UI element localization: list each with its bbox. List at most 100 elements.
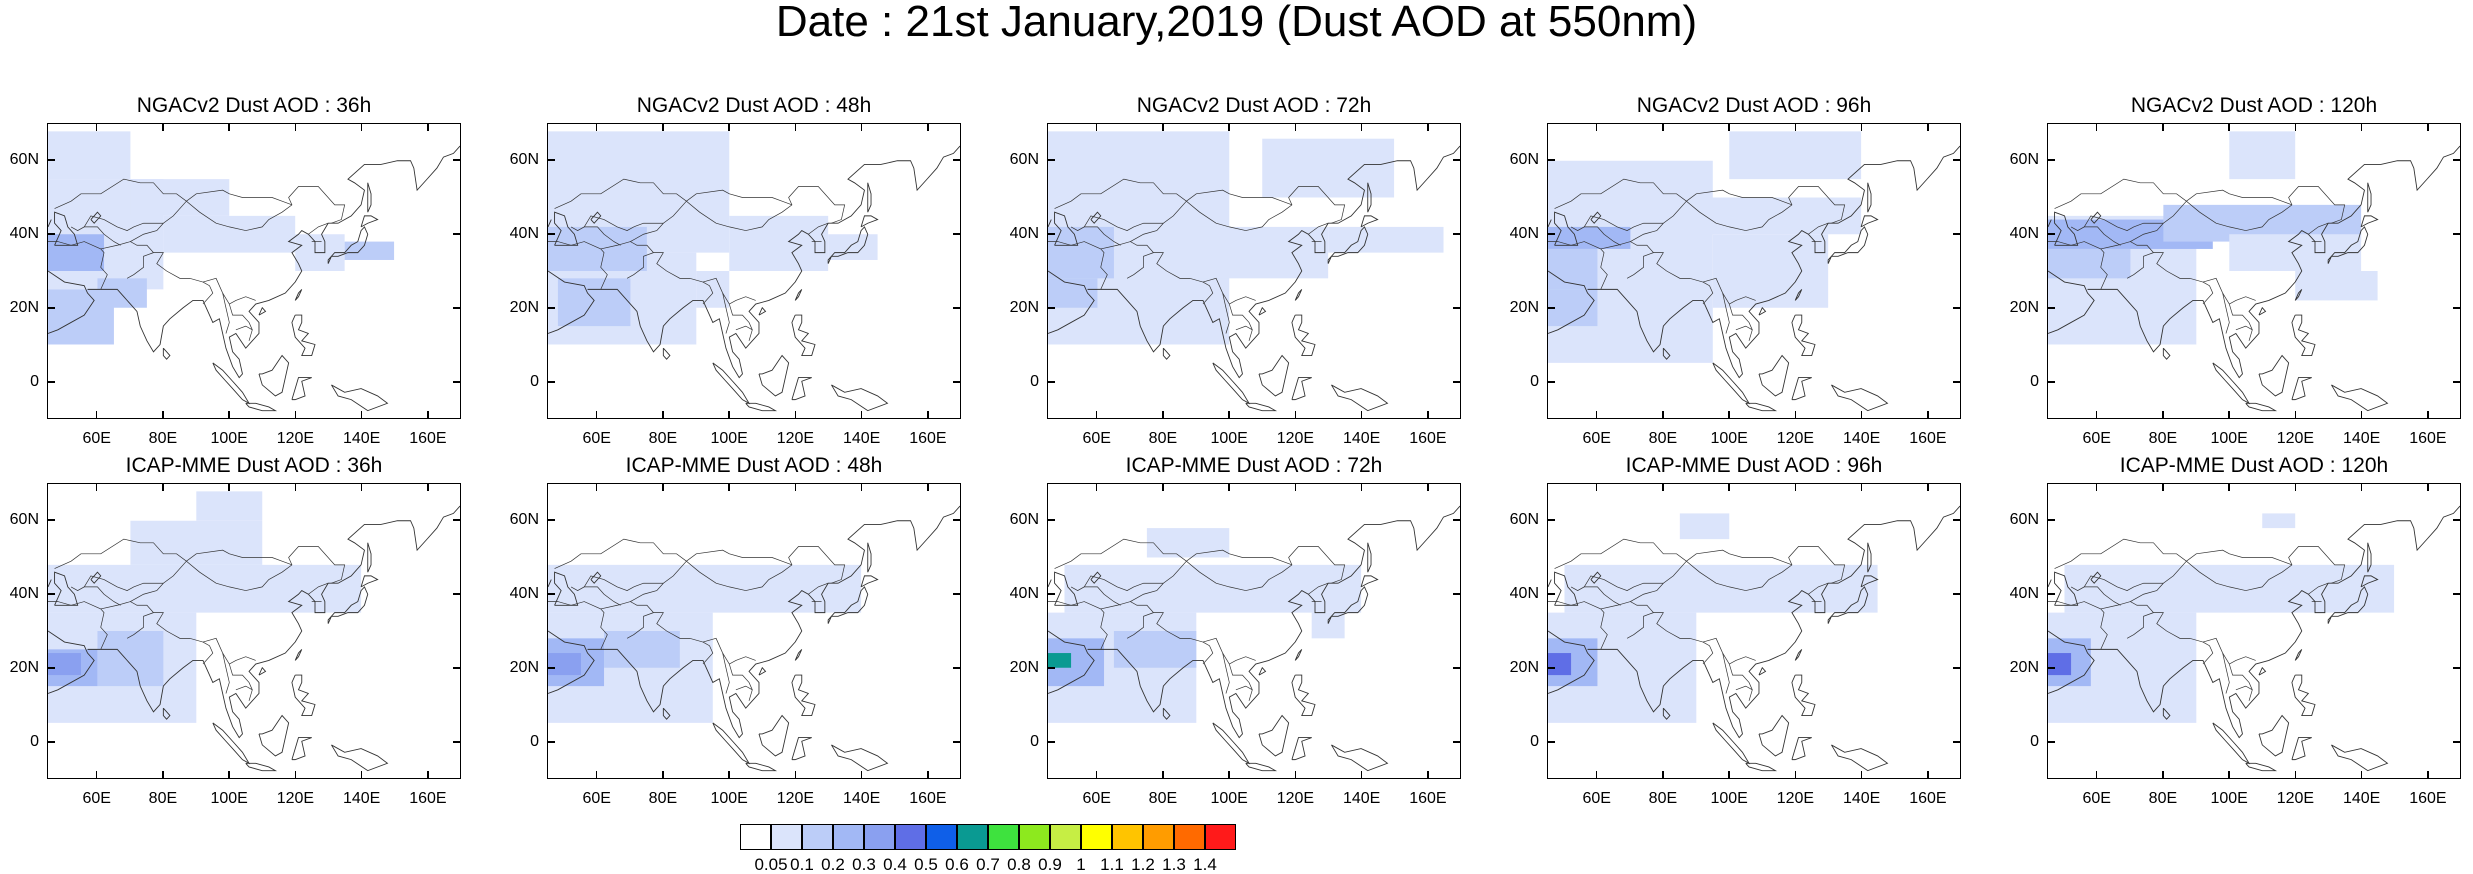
- coastline: [1860, 575, 1879, 588]
- coastline: [1258, 714, 1290, 757]
- country-border: [1222, 652, 1230, 694]
- coastline: [90, 211, 102, 224]
- country-border: [1735, 685, 1753, 691]
- latitude-tick-label: 60N: [9, 511, 39, 528]
- country-border: [630, 546, 846, 602]
- latitude-tick: [1453, 519, 1461, 521]
- coastline: [48, 579, 52, 588]
- longitude-tick-label: 100E: [2210, 790, 2248, 807]
- coastline: [2048, 270, 2095, 334]
- country-border: [1228, 663, 1253, 701]
- longitude-tick: [1294, 123, 1297, 131]
- longitude-tick: [2360, 123, 2363, 131]
- country-border: [2070, 586, 2121, 606]
- latitude-tick: [2453, 593, 2461, 595]
- latitude-tick: [1453, 381, 1461, 383]
- latitude-tick: [1047, 381, 1055, 383]
- coastline: [2258, 666, 2267, 676]
- country-border: [1100, 601, 1256, 665]
- country-border: [1722, 292, 1730, 334]
- coastline: [2327, 586, 2369, 624]
- latitude-tick: [47, 667, 55, 669]
- panel-title: ICAP-MME Dust AOD : 120h: [2119, 454, 2389, 477]
- country-border: [1070, 586, 1121, 606]
- longitude-tick: [1794, 411, 1797, 419]
- latitude-tick: [953, 307, 961, 309]
- country-border: [1583, 215, 1664, 231]
- longitude-tick: [1228, 771, 1230, 779]
- coastline: [1712, 722, 1751, 765]
- latitude-tick: [1547, 233, 1555, 235]
- country-border: [130, 546, 346, 602]
- map-canvas: [1548, 505, 1960, 772]
- latitude-tick: [47, 233, 55, 235]
- country-border: [1235, 685, 1253, 691]
- country-border: [548, 241, 608, 290]
- coastline: [1291, 377, 1312, 401]
- coastline: [294, 649, 303, 661]
- country-border: [2083, 215, 2164, 231]
- colorbar-swatch: [988, 824, 1019, 850]
- coastline: [2087, 145, 2460, 379]
- latitude-tick: [1953, 593, 1961, 595]
- country-border: [2235, 325, 2253, 331]
- coastline: [791, 737, 812, 761]
- country-border: [600, 241, 756, 305]
- latitude-tick: [1453, 307, 1461, 309]
- latitude-tick: [1953, 159, 1961, 161]
- longitude-tick: [2162, 771, 2164, 779]
- coastline: [2258, 354, 2290, 397]
- latitude-tick-label: 20N: [2009, 299, 2039, 316]
- latitude-tick: [453, 159, 461, 161]
- coastline: [2291, 377, 2312, 401]
- country-border: [1130, 546, 1346, 602]
- longitude-tick: [1860, 483, 1863, 491]
- colorbar-swatch: [926, 824, 957, 850]
- coastline: [1331, 744, 1389, 772]
- longitude-tick: [2294, 123, 2297, 131]
- colorbar-swatch: [864, 824, 895, 850]
- latitude-tick-label: 60N: [2009, 151, 2039, 168]
- coastline: [245, 762, 278, 772]
- longitude-tick: [860, 411, 863, 419]
- latitude-tick: [2453, 667, 2461, 669]
- dust-aod-patch: [696, 271, 730, 308]
- longitude-tick: [294, 483, 297, 491]
- country-border: [728, 303, 753, 341]
- longitude-tick: [1162, 483, 1164, 491]
- latitude-tick: [547, 741, 555, 743]
- longitude-tick-label: 60E: [582, 790, 611, 807]
- country-border: [2048, 241, 2108, 290]
- latitude-tick: [547, 233, 555, 235]
- latitude-tick-label: 20N: [1009, 299, 1039, 316]
- longitude-tick-label: 100E: [710, 790, 748, 807]
- latitude-tick: [47, 381, 55, 383]
- latitude-tick: [1047, 593, 1055, 595]
- dust-aod-patch: [97, 631, 164, 687]
- longitude-tick: [927, 411, 929, 419]
- coastline: [1548, 630, 1595, 694]
- country-border: [2130, 546, 2346, 602]
- longitude-tick-label: 140E: [2342, 430, 2381, 447]
- latitude-tick: [547, 381, 555, 383]
- dust-aod-patch: [1548, 289, 1598, 327]
- panel-title: NGACv2 Dust AOD : 48h: [636, 94, 872, 117]
- latitude-tick-label: 0: [1030, 733, 1039, 750]
- longitude-tick-label: 120E: [2276, 790, 2315, 807]
- country-border: [2228, 303, 2253, 341]
- longitude-tick: [1860, 123, 1863, 131]
- country-border: [1054, 178, 1293, 209]
- latitude-tick-label: 20N: [1009, 659, 1039, 676]
- country-border: [1722, 652, 1730, 694]
- country-border: [1583, 575, 1664, 591]
- longitude-tick-label: 100E: [710, 430, 748, 447]
- dust-aod-patch: [48, 564, 362, 613]
- latitude-tick: [1953, 519, 1961, 521]
- country-border: [1222, 292, 1230, 334]
- map-canvas: [1048, 131, 1460, 412]
- coastline: [1087, 145, 1460, 379]
- coastline: [1212, 722, 1251, 765]
- longitude-tick-label: 100E: [2210, 430, 2248, 447]
- longitude-tick: [2294, 483, 2297, 491]
- longitude-tick: [2095, 411, 2098, 419]
